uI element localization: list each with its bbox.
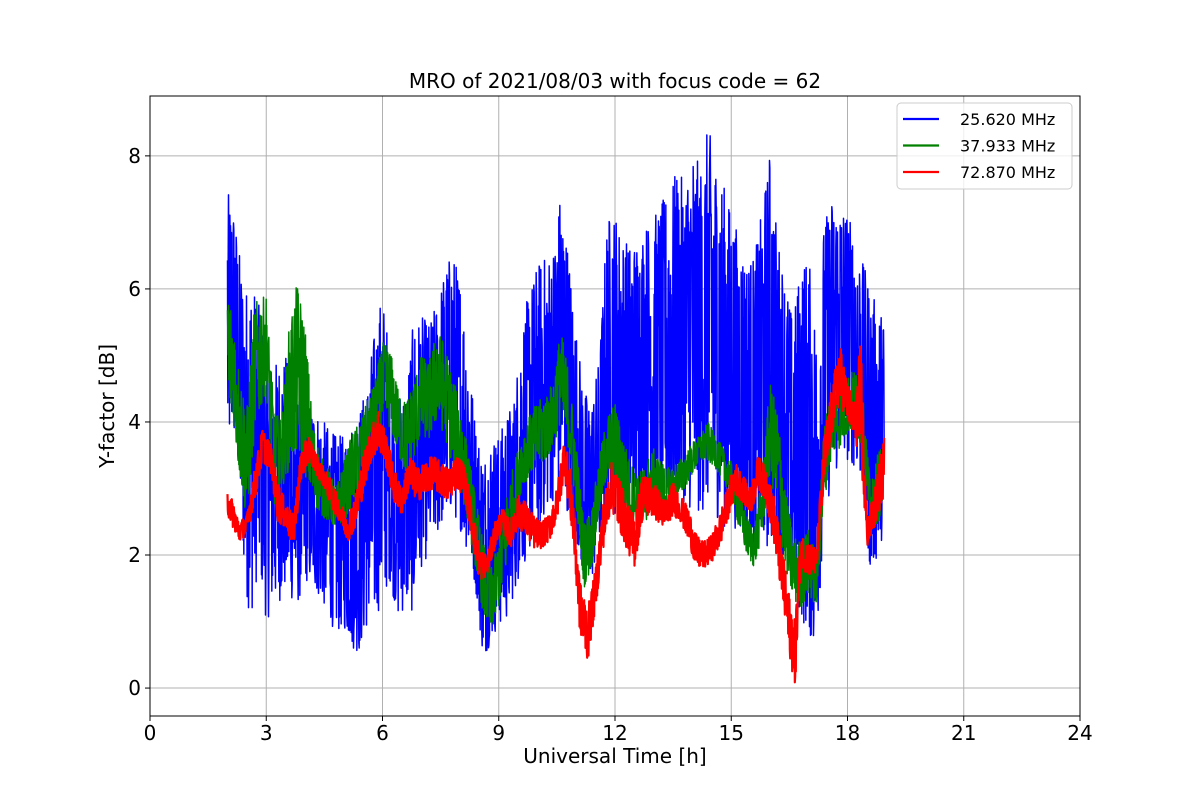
y-tick-label: 4 xyxy=(128,410,141,434)
chart-title: MRO of 2021/08/03 with focus code = 62 xyxy=(409,69,821,93)
legend-box xyxy=(896,102,1073,190)
x-axis-label: Universal Time [h] xyxy=(523,744,706,768)
x-tick-label: 15 xyxy=(719,721,744,745)
y-tick-label: 2 xyxy=(128,543,141,567)
x-tick-label: 24 xyxy=(1067,721,1092,745)
y-tick-label: 6 xyxy=(128,277,141,301)
legend-label: 25.620 MHz xyxy=(960,110,1055,129)
legend-label: 72.870 MHz xyxy=(960,163,1055,182)
data-series xyxy=(226,134,886,684)
legend: 25.620 MHz 37.933 MHz 72.870 MHz xyxy=(896,102,1073,190)
x-tick-label: 18 xyxy=(835,721,860,745)
series-line xyxy=(226,345,886,684)
y-tick-label: 0 xyxy=(128,676,141,700)
y-tick-label: 8 xyxy=(128,144,141,168)
x-tick-label: 9 xyxy=(492,721,505,745)
x-tick-label: 3 xyxy=(260,721,273,745)
x-tick-label: 6 xyxy=(376,721,389,745)
y-axis-label: Y-factor [dB] xyxy=(95,344,119,469)
x-tick-label: 0 xyxy=(144,721,157,745)
legend-label: 37.933 MHz xyxy=(960,137,1055,156)
x-tick-label: 12 xyxy=(602,721,627,745)
x-tick-label: 21 xyxy=(951,721,976,745)
